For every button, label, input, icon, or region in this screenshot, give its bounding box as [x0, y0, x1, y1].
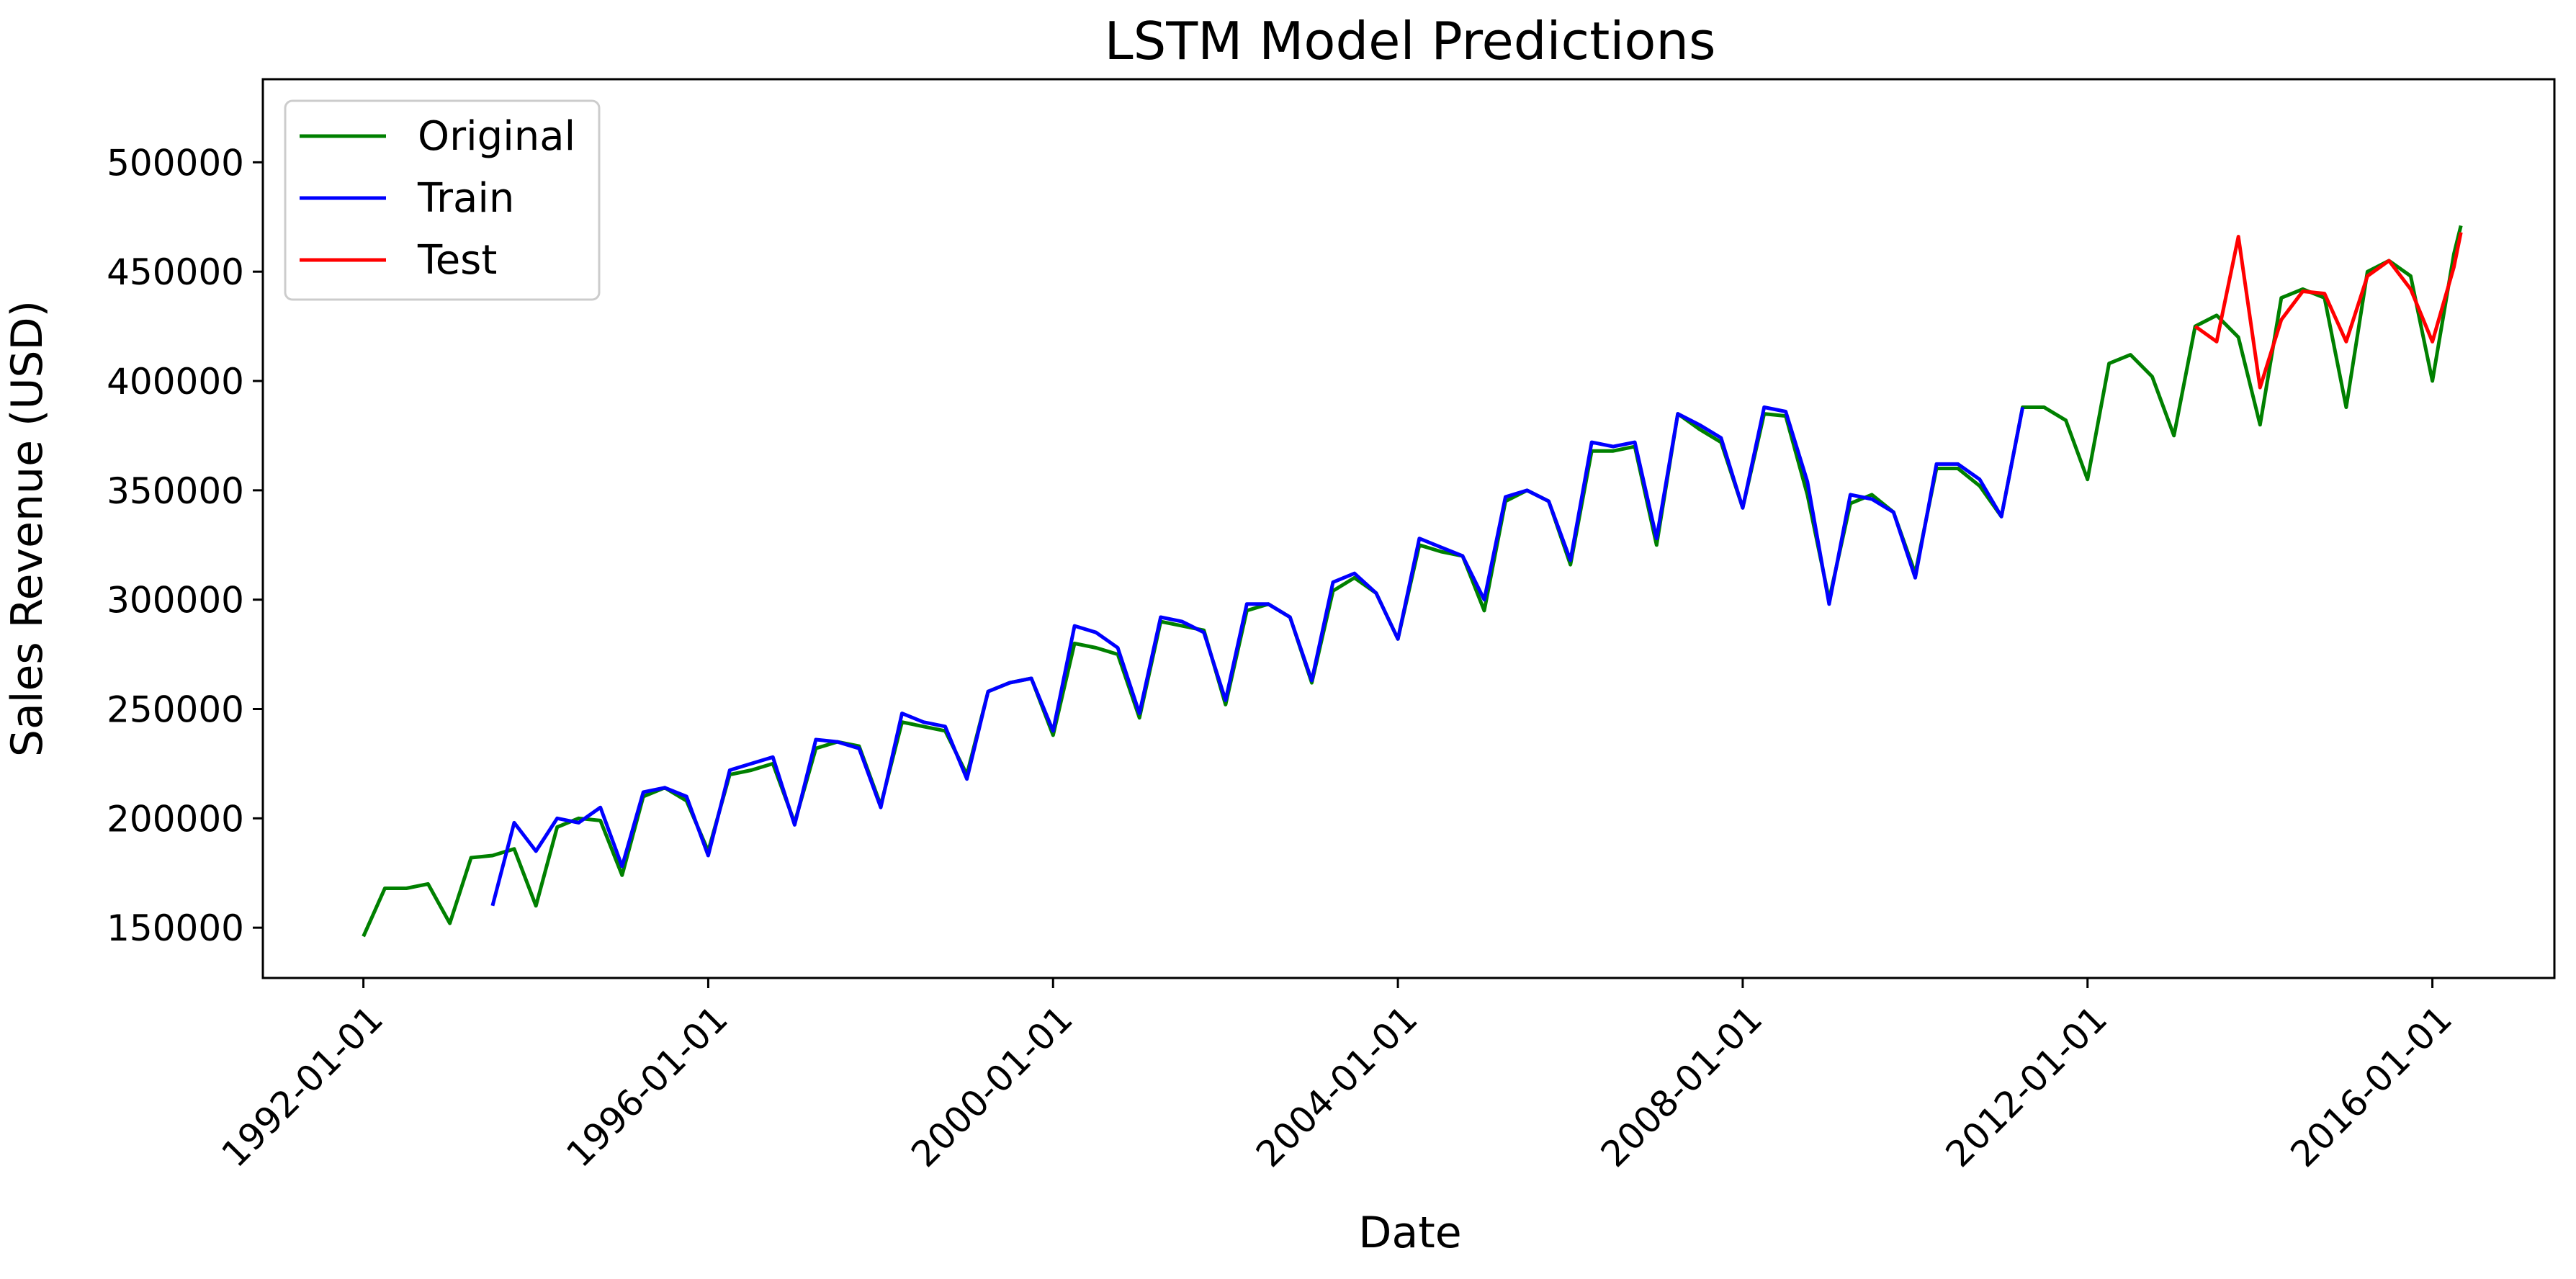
plot-frame: [261, 78, 2556, 979]
legend-box: [284, 99, 601, 301]
y-tick-label: 450000: [107, 251, 244, 293]
legend-label-train: Train: [417, 175, 514, 222]
y-tick-label: 200000: [107, 798, 244, 840]
legend-label-test: Test: [417, 237, 497, 284]
y-tick-label: 250000: [107, 689, 244, 731]
y-tick-label: 300000: [107, 580, 244, 621]
series-line-train: [490, 405, 2025, 907]
y-tick-label: 150000: [107, 907, 244, 949]
y-tick-label: 350000: [107, 470, 244, 512]
legend-label-original: Original: [418, 113, 575, 160]
y-axis: 150000 200000 250000 300000 350000 400000 4500…: [107, 142, 263, 949]
x-axis-label: Date: [1358, 1208, 1461, 1258]
series-layer: [362, 225, 2463, 938]
y-tick-label: 500000: [107, 142, 244, 184]
series-line-test: [2194, 232, 2463, 390]
y-axis-label: Sales Revenue (USD): [2, 300, 53, 757]
chart-title: LSTM Model Predictions: [1104, 11, 1715, 71]
y-tick-label: 400000: [107, 361, 244, 403]
legend: Original Train Test: [284, 99, 601, 301]
plot-area: [261, 78, 2556, 979]
